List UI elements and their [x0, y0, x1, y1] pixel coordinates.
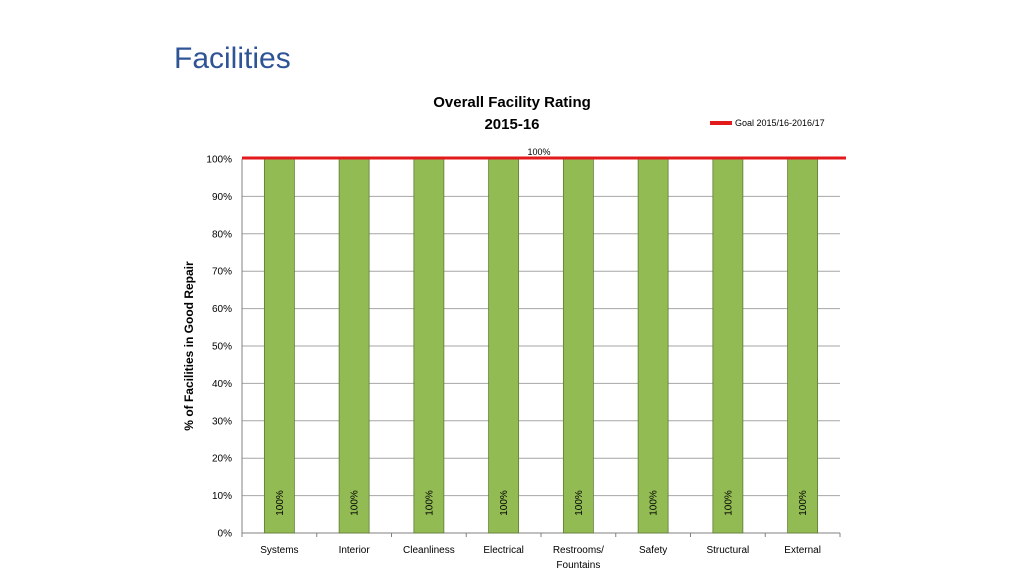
x-tick-label: Restrooms/ — [553, 545, 604, 556]
goal-legend-swatch — [710, 121, 732, 125]
bar-data-label: 100% — [649, 490, 660, 516]
bar-data-label: 100% — [499, 490, 510, 516]
goal-data-label: 100% — [527, 147, 550, 157]
page-title: Facilities — [174, 42, 291, 75]
x-tick-label: Systems — [260, 545, 298, 556]
bar — [263, 158, 295, 534]
x-tick-label: Cleanliness — [403, 545, 455, 556]
y-tick-label: 40% — [212, 379, 232, 390]
y-tick-label: 90% — [212, 192, 232, 203]
y-axis-title: % of Facilities in Good Repair — [182, 261, 196, 431]
chart-title: Overall Facility Rating — [433, 94, 591, 111]
bar — [413, 158, 445, 534]
bar — [712, 158, 744, 534]
bar-data-label: 100% — [350, 490, 361, 516]
bar-data-label: 100% — [574, 490, 585, 516]
y-tick-label: 80% — [212, 229, 232, 240]
y-tick-label: 30% — [212, 416, 232, 427]
legend: Goal 2015/16-2016/17 — [710, 118, 825, 128]
bar-data-label: 100% — [424, 490, 435, 516]
y-tick-label: 10% — [212, 491, 232, 502]
x-tick-label: Fountains — [556, 560, 600, 571]
bar — [488, 158, 520, 534]
y-tick-label: 70% — [212, 267, 232, 278]
bar — [338, 158, 370, 534]
y-tick-label: 0% — [218, 529, 233, 540]
x-tick-label: Structural — [706, 545, 749, 556]
x-tick-label: Interior — [339, 545, 371, 556]
y-tick-label: 20% — [212, 454, 232, 465]
y-tick-label: 60% — [212, 304, 232, 315]
bar-data-label: 100% — [275, 490, 286, 516]
y-tick-label: 100% — [206, 155, 232, 166]
bar-data-label: 100% — [798, 490, 809, 516]
x-tick-label: External — [784, 545, 821, 556]
goal-legend-label: Goal 2015/16-2016/17 — [735, 118, 825, 128]
bar — [562, 158, 594, 534]
bar — [637, 158, 669, 534]
x-tick-label: Electrical — [483, 545, 524, 556]
y-tick-label: 50% — [212, 342, 232, 353]
bar — [787, 158, 819, 534]
x-tick-label: Safety — [639, 545, 667, 556]
bar-data-label: 100% — [723, 490, 734, 516]
chart-subtitle: 2015-16 — [484, 116, 540, 133]
